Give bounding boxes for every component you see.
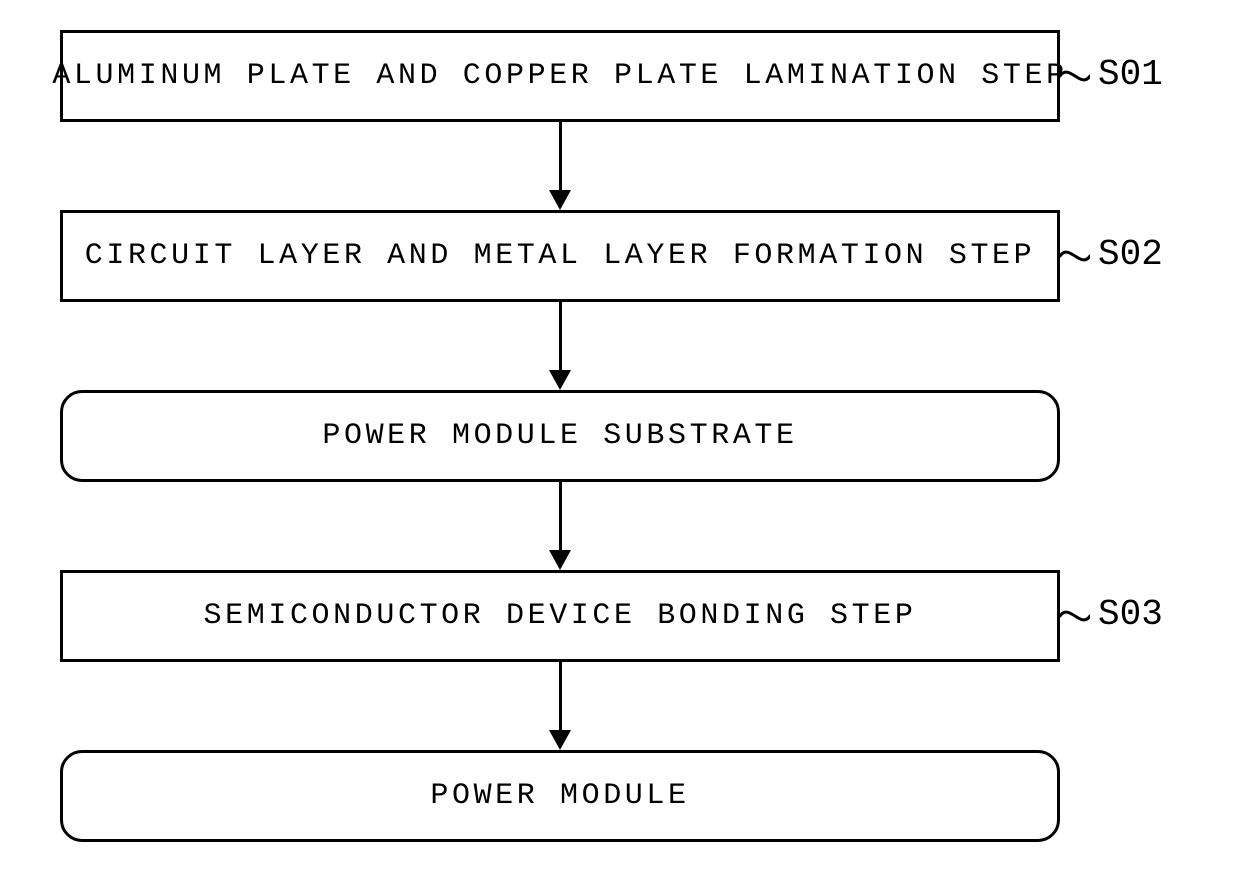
arrowhead-icon — [549, 370, 571, 390]
flowchart-canvas: ALUMINUM PLATE AND COPPER PLATE LAMINATI… — [0, 0, 1240, 880]
arrowhead-icon — [549, 550, 571, 570]
flow-node-pms: POWER MODULE SUBSTRATE — [60, 390, 1060, 482]
arrowhead-icon — [549, 730, 571, 750]
flow-node-pm: POWER MODULE — [60, 750, 1060, 842]
step-callout-s02 — [1060, 241, 1090, 271]
step-label-s02: S02 — [1098, 234, 1163, 275]
step-callout-s03 — [1060, 601, 1090, 631]
flow-node-s02: CIRCUIT LAYER AND METAL LAYER FORMATION … — [60, 210, 1060, 302]
step-label-s01: S01 — [1098, 54, 1163, 95]
arrowhead-icon — [549, 190, 571, 210]
flow-node-s01: ALUMINUM PLATE AND COPPER PLATE LAMINATI… — [60, 30, 1060, 122]
flow-node-s03: SEMICONDUCTOR DEVICE BONDING STEP — [60, 570, 1060, 662]
step-label-s03: S03 — [1098, 594, 1163, 635]
step-callout-s01 — [1060, 61, 1090, 91]
